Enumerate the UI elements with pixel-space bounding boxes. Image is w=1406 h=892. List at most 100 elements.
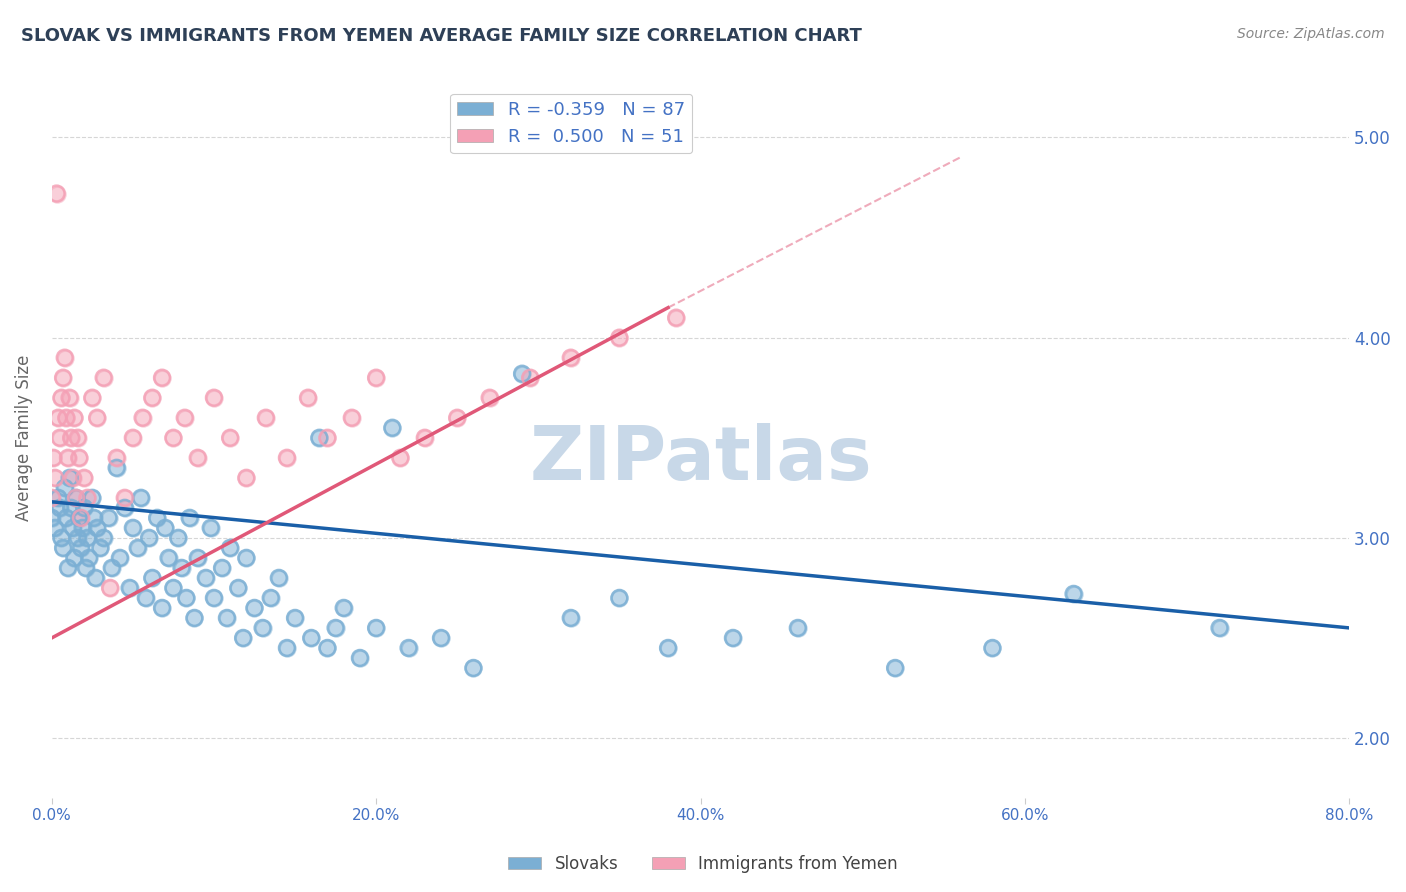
Point	[77, 550, 100, 565]
Point	[276, 640, 298, 655]
Point	[884, 661, 907, 675]
Point	[41, 491, 63, 505]
Point	[187, 550, 209, 565]
Point	[55, 410, 77, 425]
Point	[226, 581, 249, 595]
Point	[200, 521, 222, 535]
Legend: R = -0.359   N = 87, R =  0.500   N = 51: R = -0.359 N = 87, R = 0.500 N = 51	[450, 94, 692, 153]
Point	[202, 591, 225, 605]
Point	[340, 410, 363, 425]
Point	[83, 511, 105, 525]
Point	[56, 450, 79, 465]
Point	[86, 521, 108, 535]
Point	[131, 410, 153, 425]
Point	[252, 621, 274, 635]
Point	[98, 581, 121, 595]
Point	[100, 561, 122, 575]
Point	[52, 541, 75, 555]
Point	[157, 550, 180, 565]
Point	[58, 391, 80, 405]
Point	[430, 631, 453, 645]
Point	[138, 531, 160, 545]
Point	[162, 581, 184, 595]
Point	[55, 410, 77, 425]
Point	[141, 571, 163, 585]
Point	[560, 611, 582, 625]
Point	[167, 531, 190, 545]
Point	[235, 550, 257, 565]
Point	[52, 370, 75, 384]
Point	[560, 351, 582, 365]
Point	[349, 651, 371, 665]
Point	[70, 541, 93, 555]
Point	[86, 410, 108, 425]
Point	[981, 640, 1004, 655]
Point	[179, 511, 201, 525]
Point	[187, 450, 209, 465]
Point	[135, 591, 157, 605]
Point	[73, 471, 96, 485]
Point	[254, 410, 277, 425]
Point	[478, 391, 501, 405]
Point	[118, 581, 141, 595]
Point	[70, 511, 93, 525]
Point	[219, 541, 242, 555]
Point	[44, 471, 66, 485]
Point	[167, 531, 190, 545]
Point	[46, 491, 69, 505]
Point	[70, 511, 93, 525]
Point	[51, 391, 73, 405]
Point	[316, 640, 339, 655]
Point	[127, 541, 149, 555]
Point	[519, 370, 541, 384]
Point	[146, 511, 169, 525]
Point	[721, 631, 744, 645]
Point	[58, 471, 80, 485]
Point	[609, 591, 631, 605]
Point	[609, 331, 631, 345]
Point	[173, 410, 195, 425]
Point	[232, 631, 254, 645]
Point	[162, 581, 184, 595]
Point	[560, 611, 582, 625]
Point	[56, 561, 79, 575]
Point	[72, 521, 94, 535]
Point	[381, 421, 404, 435]
Point	[114, 500, 136, 515]
Point	[70, 541, 93, 555]
Point	[45, 186, 67, 201]
Point	[97, 511, 120, 525]
Point	[609, 591, 631, 605]
Point	[51, 531, 73, 545]
Point	[114, 491, 136, 505]
Point	[173, 410, 195, 425]
Point	[46, 410, 69, 425]
Point	[155, 521, 177, 535]
Point	[44, 521, 66, 535]
Point	[150, 370, 173, 384]
Point	[60, 431, 83, 445]
Point	[141, 391, 163, 405]
Point	[56, 561, 79, 575]
Point	[150, 601, 173, 615]
Point	[118, 581, 141, 595]
Point	[267, 571, 290, 585]
Point	[67, 450, 90, 465]
Point	[786, 621, 808, 635]
Point	[75, 561, 97, 575]
Point	[108, 550, 131, 565]
Point	[121, 521, 143, 535]
Point	[187, 450, 209, 465]
Point	[73, 500, 96, 515]
Point	[73, 500, 96, 515]
Point	[219, 431, 242, 445]
Point	[53, 481, 76, 495]
Point	[114, 500, 136, 515]
Point	[560, 351, 582, 365]
Point	[93, 531, 115, 545]
Point	[276, 450, 298, 465]
Point	[183, 611, 205, 625]
Point	[1208, 621, 1230, 635]
Point	[55, 511, 77, 525]
Point	[141, 571, 163, 585]
